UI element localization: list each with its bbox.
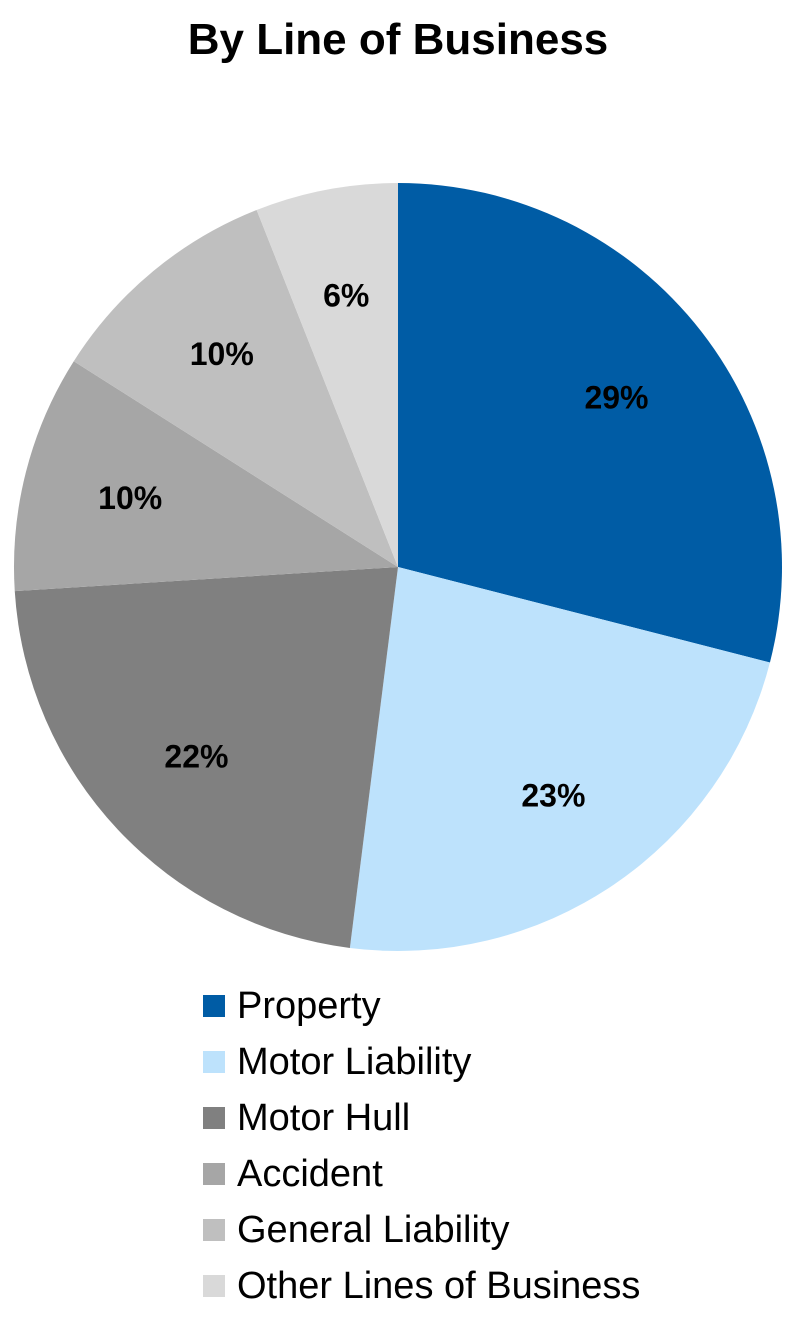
- legend-label: General Liability: [237, 1209, 510, 1251]
- legend-label: Accident: [237, 1153, 383, 1195]
- legend-swatch: [203, 1219, 225, 1241]
- pie-chart: 29% 23% 22% 10% 10% 6%: [14, 183, 782, 952]
- legend-item: General Liability: [203, 1202, 793, 1258]
- pie-slice-accident: [14, 361, 399, 592]
- legend-label: Property: [237, 985, 381, 1027]
- pie-slice-motor-hull: [14, 567, 398, 948]
- legend-swatch: [203, 1051, 225, 1073]
- legend-item: Motor Hull: [203, 1090, 793, 1146]
- legend-item: Accident: [203, 1146, 793, 1202]
- legend-label: Other Lines of Business: [237, 1265, 641, 1307]
- legend-swatch: [203, 1107, 225, 1129]
- slice-label-motor-liability: 23%: [521, 778, 585, 814]
- slice-label-other-lines-of-business: 6%: [323, 277, 369, 313]
- slice-label-accident: 10%: [98, 480, 162, 516]
- chart-legend: Property Motor Liability Motor Hull Acciden…: [203, 978, 793, 1314]
- pie-slice-property: [398, 183, 782, 663]
- pie-slice-other-lines-of-business: [256, 183, 398, 567]
- chart-title: By Line of Business: [187, 15, 609, 64]
- legend-item: Motor Liability: [203, 1034, 793, 1090]
- legend-item: Other Lines of Business: [203, 1258, 793, 1314]
- legend-swatch: [203, 1163, 225, 1185]
- slice-label-property: 29%: [584, 380, 648, 416]
- legend-swatch: [203, 995, 225, 1017]
- slice-label-general-liability: 10%: [190, 336, 254, 372]
- legend-label: Motor Hull: [237, 1097, 411, 1139]
- pie-slice-motor-liability: [349, 567, 770, 952]
- legend-label: Motor Liability: [237, 1041, 472, 1083]
- pie-slice-general-liability: [73, 209, 398, 568]
- legend-swatch: [203, 1275, 225, 1297]
- slice-label-motor-hull: 22%: [164, 738, 228, 774]
- legend-item: Property: [203, 978, 793, 1034]
